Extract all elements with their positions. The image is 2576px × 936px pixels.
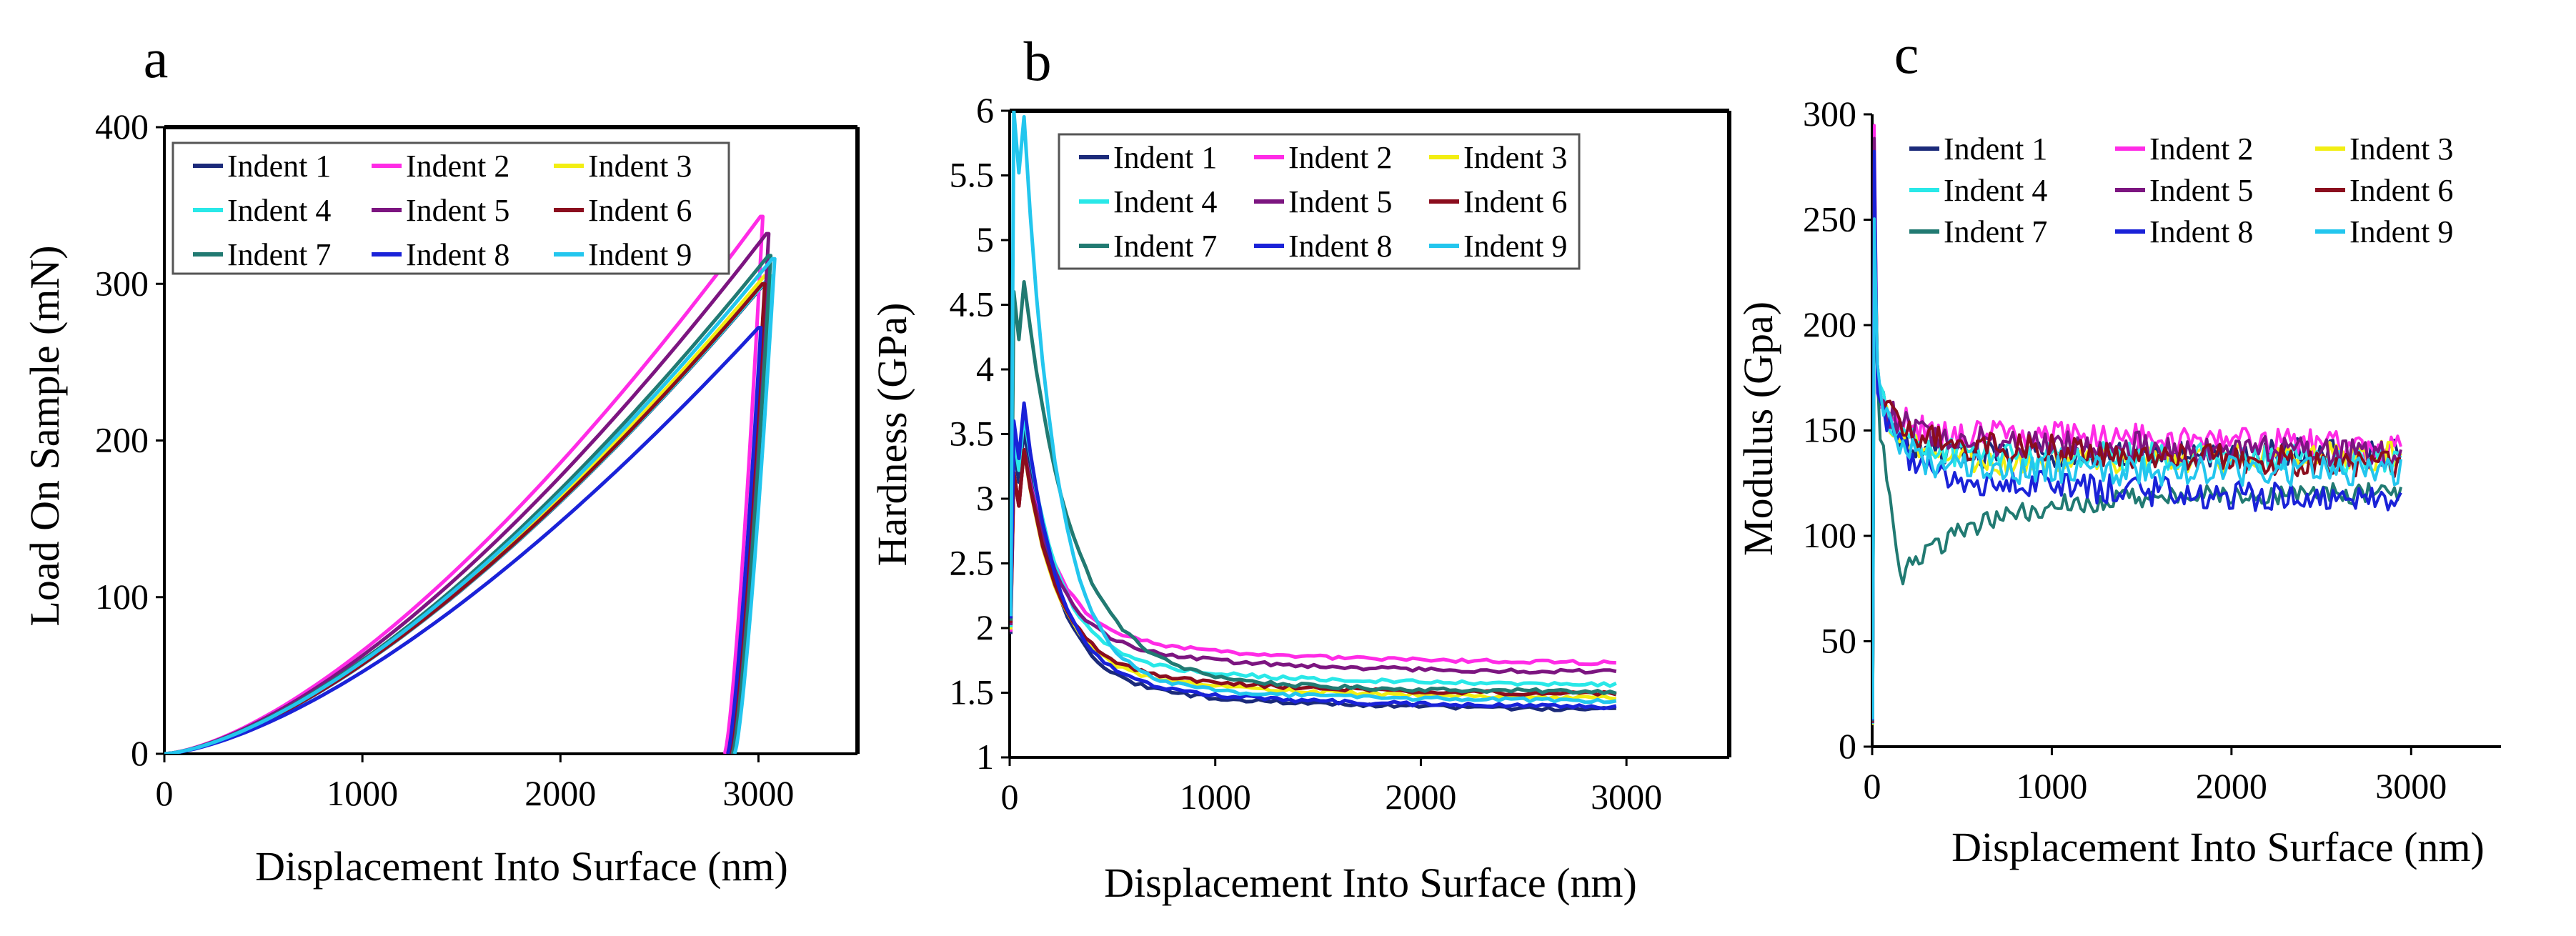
y-tick-label: 1	[976, 737, 994, 777]
x-tick-label: 0	[156, 773, 174, 813]
x-tick-label: 1000	[2016, 766, 2087, 806]
x-axis-title: Displacement Into Surface (nm)	[1104, 860, 1637, 906]
panel-label: a	[144, 27, 169, 89]
x-tick-label: 0	[1001, 777, 1019, 817]
y-tick-label: 3.5	[950, 414, 995, 454]
legend-label: Indent 2	[406, 149, 509, 184]
y-tick-label: 100	[95, 577, 149, 617]
y-tick-label: 100	[1803, 515, 1856, 555]
legend-label: Indent 7	[1944, 214, 2047, 249]
y-tick-label: 3	[976, 478, 994, 518]
series-line-indent-8	[164, 326, 763, 754]
y-tick-label: 200	[95, 420, 149, 460]
y-tick-label: 4.5	[950, 284, 995, 324]
panel-b: b 0 1000 2000 3000 1 1.5 2 2.5 3 3.5 4 4.5 5 5.5 6 Displ…	[869, 30, 1731, 906]
legend-label: Indent 4	[1113, 184, 1217, 219]
series-line-indent-7	[1872, 272, 2402, 722]
y-axis-title: Modulus (Gpa)	[1735, 302, 1781, 556]
series-line-indent-8	[1872, 149, 2402, 721]
x-tick-label: 2000	[524, 773, 596, 813]
series-line-indent-4	[164, 274, 775, 754]
y-tick-label: 250	[1803, 199, 1856, 239]
legend-label: Indent 3	[2349, 131, 2453, 166]
legend-label: Indent 9	[1463, 229, 1567, 264]
legend-label: Indent 9	[2349, 214, 2453, 249]
y-tick-label: 5	[976, 219, 994, 259]
legend-label: Indent 9	[588, 237, 692, 272]
series-line-indent-9	[1872, 217, 2402, 720]
legend-box	[171, 141, 730, 275]
series-line-indent-1	[164, 282, 769, 754]
y-tick-label: 4	[976, 349, 994, 389]
series-line-indent-7	[164, 254, 773, 754]
panel-c: c 0 1000 2000 3000 0 50 100 150 200 250 300 Displace…	[1735, 23, 2501, 870]
series-line-indent-7	[1010, 280, 1617, 695]
x-tick-label: 3000	[2375, 766, 2447, 806]
legend-label: Indent 4	[227, 193, 331, 228]
series-group	[1010, 111, 1617, 712]
x-tick-label: 3000	[1591, 777, 1662, 817]
series-line-indent-5	[164, 231, 771, 754]
y-tick-label: 150	[1803, 410, 1856, 450]
series-line-indent-8	[1010, 401, 1617, 711]
y-axis-title: Load On Sample (mN)	[21, 245, 68, 626]
series-line-indent-6	[1010, 448, 1617, 697]
legend-label: Indent 3	[1463, 140, 1567, 175]
series-group	[1872, 124, 2402, 725]
legend-label: Indent 7	[1113, 229, 1217, 264]
legend-label: Indent 8	[406, 237, 509, 272]
series-line-indent-2	[1010, 447, 1616, 667]
y-tick-label: 0	[1839, 726, 1856, 766]
legend-label: Indent 1	[1113, 140, 1217, 175]
legend-label: Indent 7	[227, 237, 331, 272]
legend-label: Indent 6	[2349, 173, 2453, 208]
legend-label: Indent 2	[2149, 131, 2253, 166]
legend-label: Indent 5	[406, 193, 509, 228]
legend-label: Indent 5	[2149, 173, 2253, 208]
x-tick-label: 2000	[1385, 777, 1456, 817]
series-line-indent-2	[164, 214, 765, 754]
y-tick-label: 400	[95, 106, 149, 146]
y-tick-label: 200	[1803, 304, 1856, 344]
x-tick-label: 2000	[2196, 766, 2267, 806]
series-line-indent-5	[1010, 448, 1617, 675]
legend-label: Indent 2	[1288, 140, 1392, 175]
y-tick-label: 0	[131, 733, 149, 773]
series-line-indent-9	[164, 257, 777, 754]
panel-label: b	[1024, 30, 1052, 92]
legend-label: Indent 6	[1463, 184, 1567, 219]
series-group	[164, 214, 777, 754]
panel-a: a 0 1000 2000 3000 0 100 200 300 400 Displacement …	[21, 27, 860, 890]
panel-label: c	[1894, 23, 1919, 85]
legend-label: Indent 5	[1288, 184, 1392, 219]
x-axis-title: Displacement Into Surface (nm)	[1951, 824, 2485, 870]
series-line-indent-4	[1010, 414, 1617, 688]
y-tick-label: 1.5	[950, 672, 995, 712]
legend-label: Indent 3	[588, 149, 692, 184]
legend-box	[1058, 133, 1581, 270]
series-line-indent-1	[1010, 427, 1616, 712]
legend-label: Indent 4	[1944, 173, 2047, 208]
legend-label: Indent 1	[227, 149, 331, 184]
x-tick-label: 1000	[1180, 777, 1251, 817]
legend-label: Indent 6	[588, 193, 692, 228]
y-tick-label: 50	[1821, 621, 1856, 661]
x-tick-label: 3000	[722, 773, 794, 813]
y-tick-label: 300	[1803, 94, 1856, 134]
legend-label: Indent 8	[2149, 214, 2253, 249]
x-tick-label: 0	[1864, 766, 1881, 806]
series-line-indent-9	[1010, 111, 1617, 705]
y-tick-label: 5.5	[950, 155, 995, 195]
y-tick-label: 6	[976, 90, 994, 130]
y-tick-label: 300	[95, 263, 149, 303]
y-tick-label: 2.5	[950, 543, 995, 583]
series-line-indent-6	[164, 282, 767, 754]
legend-label: Indent 1	[1944, 131, 2047, 166]
y-axis-title: Hardness (GPa)	[869, 303, 915, 567]
y-tick-label: 2	[976, 607, 994, 647]
x-axis-title: Displacement Into Surface (nm)	[255, 843, 788, 890]
legend-label: Indent 8	[1288, 229, 1392, 264]
x-tick-label: 1000	[327, 773, 398, 813]
